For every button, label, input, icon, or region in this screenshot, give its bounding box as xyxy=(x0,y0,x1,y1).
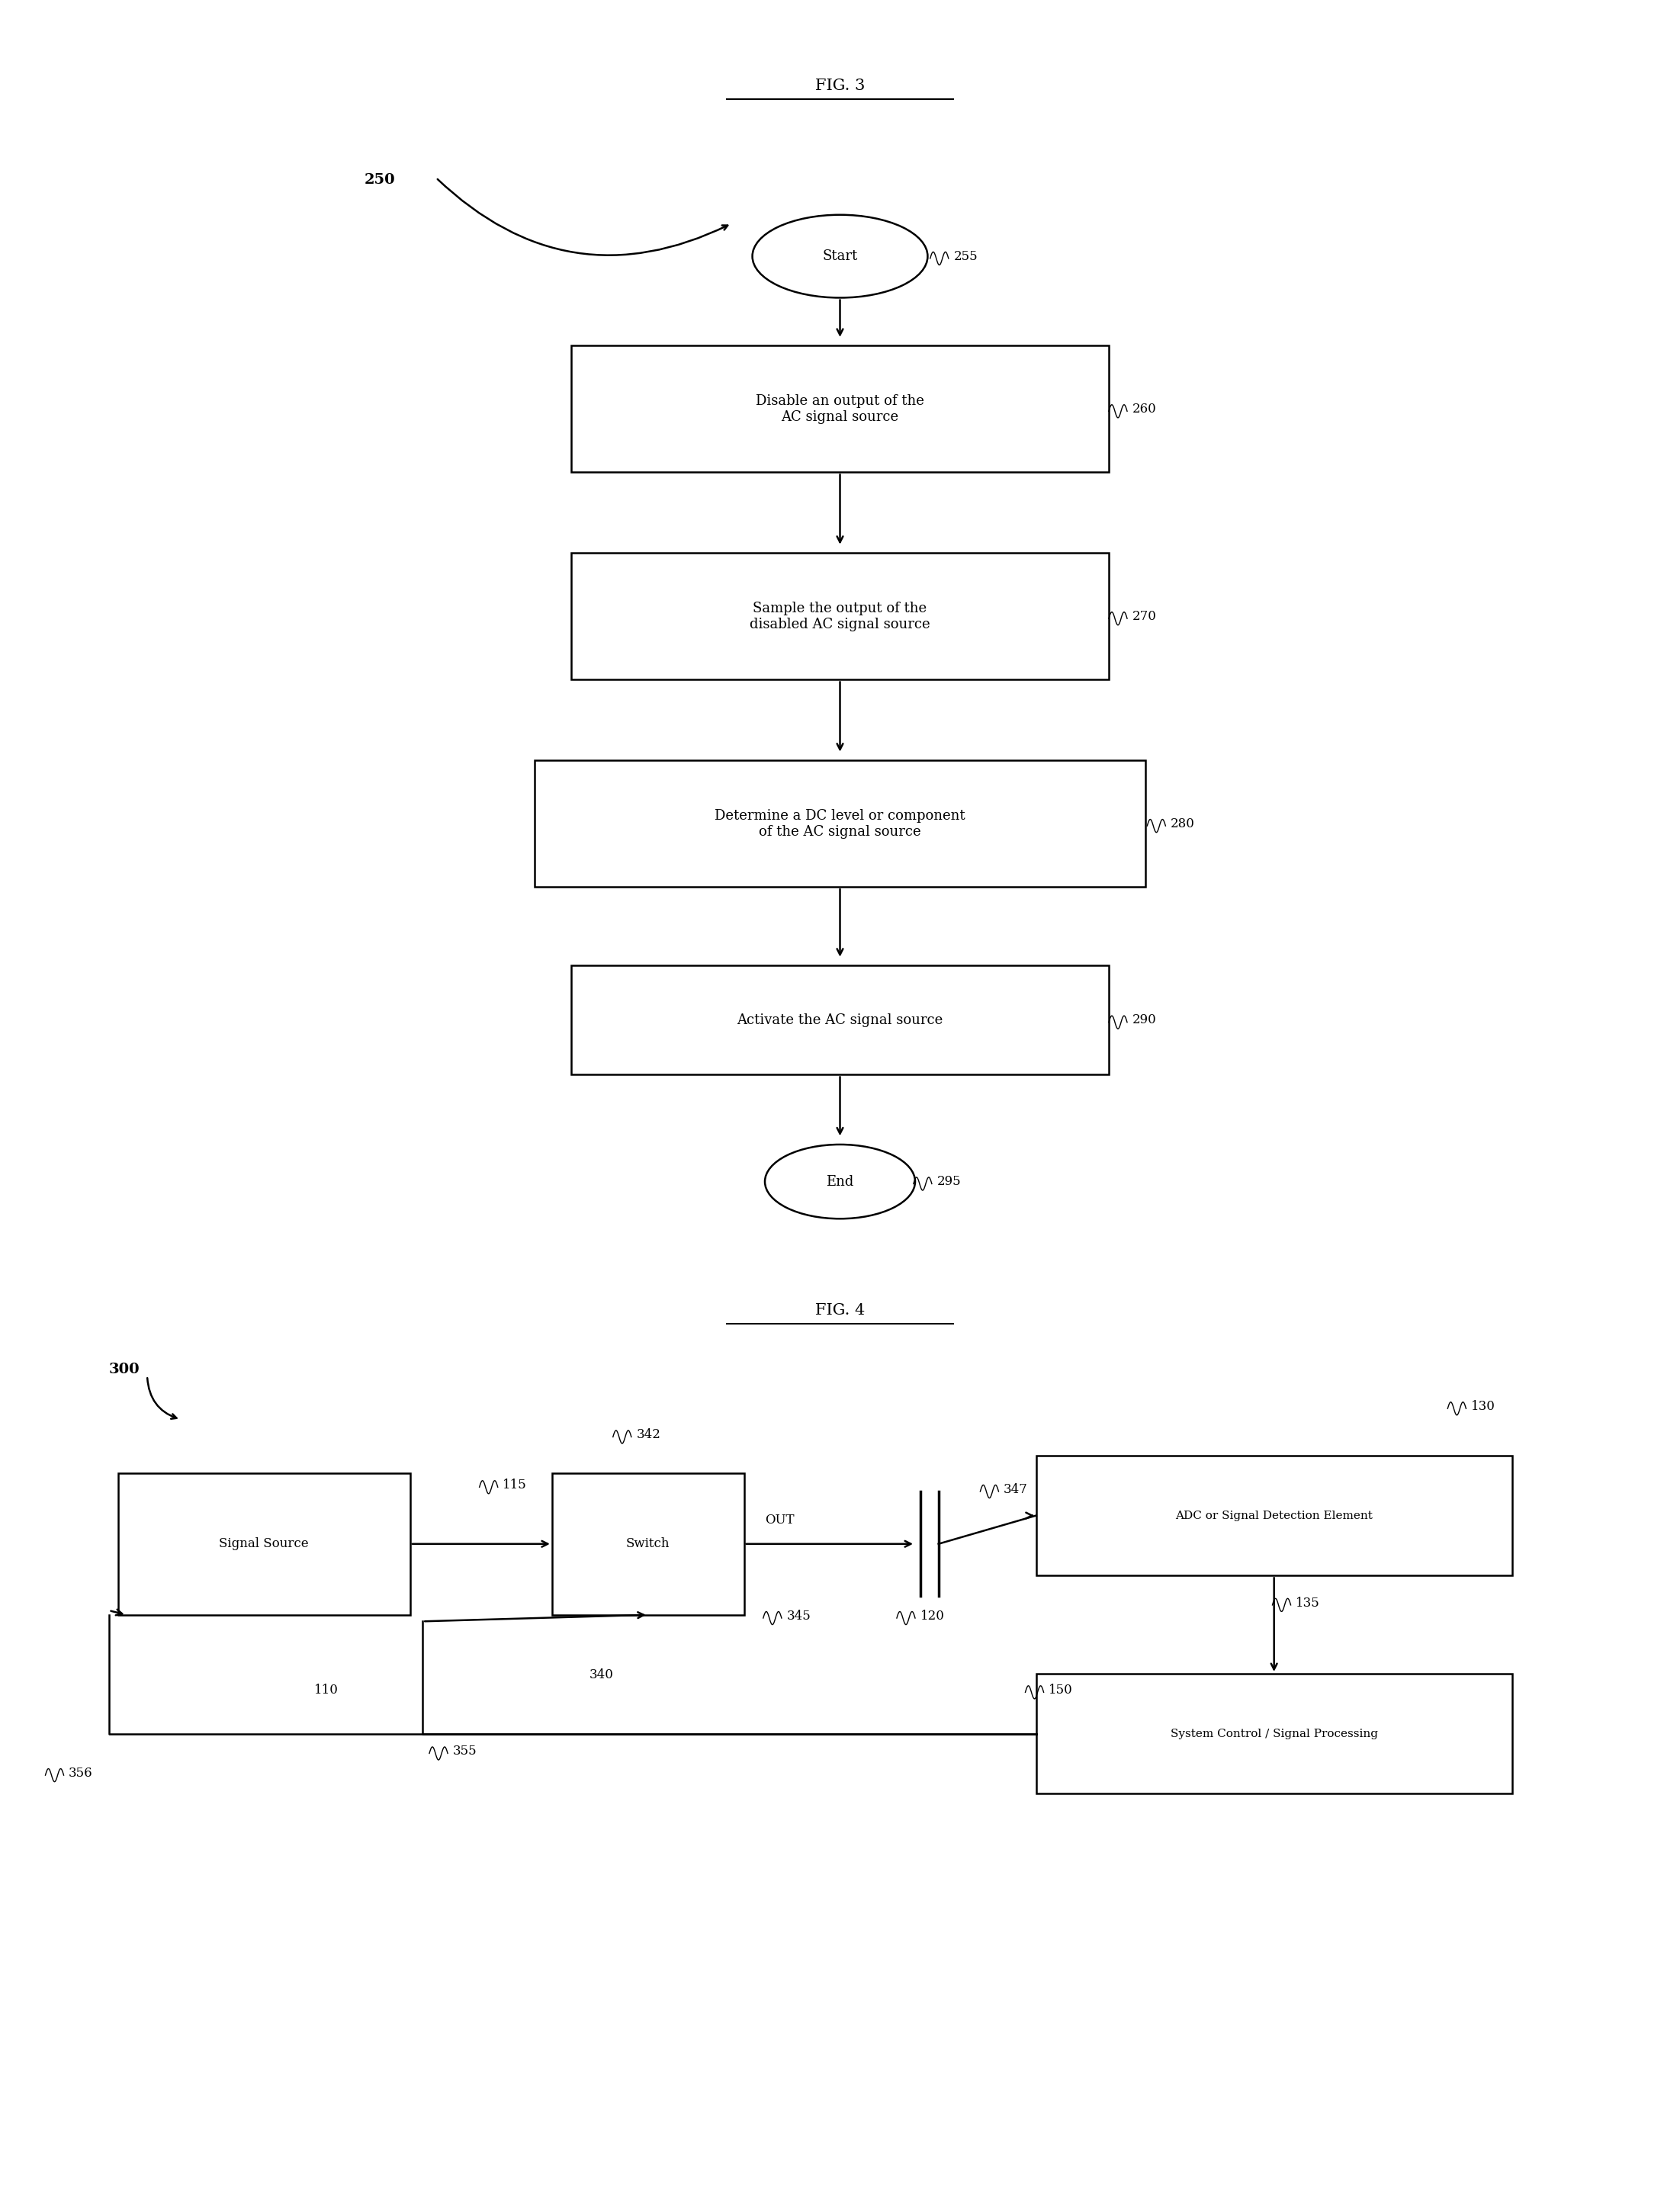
Text: Sample the output of the
disabled AC signal source: Sample the output of the disabled AC sig… xyxy=(749,601,931,632)
Text: End: End xyxy=(827,1175,853,1189)
Text: 260: 260 xyxy=(1132,404,1156,414)
Text: FIG. 3: FIG. 3 xyxy=(815,79,865,94)
Text: 110: 110 xyxy=(314,1684,338,1697)
Text: OUT: OUT xyxy=(764,1513,795,1526)
Text: Signal Source: Signal Source xyxy=(218,1537,309,1550)
Text: System Control / Signal Processing: System Control / Signal Processing xyxy=(1171,1728,1378,1739)
Text: 250: 250 xyxy=(365,173,395,186)
Text: Disable an output of the
AC signal source: Disable an output of the AC signal sourc… xyxy=(756,395,924,423)
Text: 356: 356 xyxy=(69,1768,92,1779)
Text: 120: 120 xyxy=(921,1610,944,1623)
Text: Start: Start xyxy=(823,250,857,263)
Text: Switch: Switch xyxy=(627,1537,670,1550)
Text: 345: 345 xyxy=(786,1610,811,1623)
Text: 270: 270 xyxy=(1132,610,1156,623)
Text: 150: 150 xyxy=(1048,1684,1074,1697)
Text: 347: 347 xyxy=(1003,1482,1028,1496)
Text: Activate the AC signal source: Activate the AC signal source xyxy=(738,1013,942,1026)
Text: 295: 295 xyxy=(937,1175,961,1189)
Text: 280: 280 xyxy=(1171,818,1194,831)
Text: 255: 255 xyxy=(954,250,978,263)
Text: 355: 355 xyxy=(452,1746,477,1759)
Text: ADC or Signal Detection Element: ADC or Signal Detection Element xyxy=(1176,1511,1373,1522)
Text: 342: 342 xyxy=(637,1428,660,1441)
Text: FIG. 4: FIG. 4 xyxy=(815,1303,865,1318)
Text: 130: 130 xyxy=(1472,1399,1495,1412)
Text: 290: 290 xyxy=(1132,1013,1156,1026)
Text: 340: 340 xyxy=(590,1669,613,1682)
Text: Determine a DC level or component
of the AC signal source: Determine a DC level or component of the… xyxy=(714,809,966,838)
Text: 300: 300 xyxy=(109,1362,139,1377)
Text: 115: 115 xyxy=(502,1478,528,1491)
Text: 135: 135 xyxy=(1295,1597,1320,1610)
